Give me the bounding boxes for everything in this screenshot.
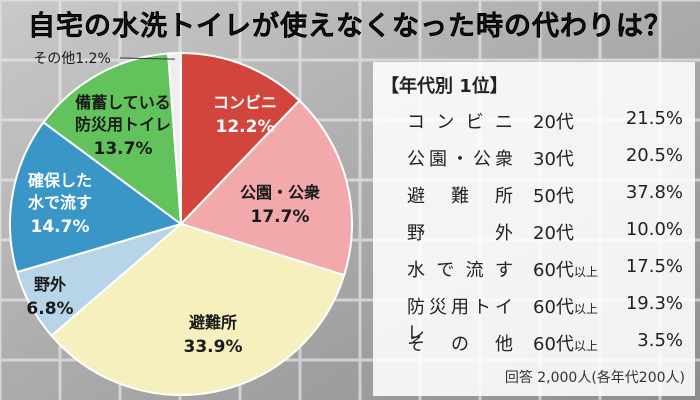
ranking-row: 防災用トイレ 60代以上 19.3% [373,293,695,344]
ranking-age-suffix: 以上 [573,339,598,353]
ranking-place: 野外 [407,223,513,244]
slice-label-6: その他1.2% [33,51,111,67]
ranking-row: 避難所 50代 37.8% [373,182,695,212]
ranking-pct: 19.3% [625,293,683,314]
pie-slice-2 [50,222,346,396]
ranking-pct: 20.5% [625,145,683,166]
leader-line-other [119,57,175,60]
slice-label-4: 確保した水で流す 14.7% [28,171,92,237]
ranking-place: 防災用トイレ [407,297,513,344]
ranking-pct: 10.0% [625,219,683,240]
ranking-place: コンビニ [407,112,513,133]
ranking-age-suffix: 以上 [573,302,598,316]
slice-label-5: 備蓄している防災用トイレ 13.7% [75,93,171,159]
pie-slice-4 [9,120,184,274]
ranking-title: 【年代別 1位】 [381,76,508,97]
ranking-place: その他 [407,334,513,355]
ranking-age: 20代 [533,112,574,133]
ranking-age: 60代以上 [533,260,598,281]
ranking-row: 野外 20代 10.0% [373,219,695,249]
ranking-age: 60代以上 [533,334,598,355]
slice-label-3: 野外 6.8% [26,275,73,319]
ranking-pct: 21.5% [625,108,683,129]
ranking-age: 60代以上 [533,297,598,318]
ranking-row: その他 60代以上 3.5% [373,330,695,360]
pie-slice-0 [180,51,301,227]
pie-chart: コンビニ 12.2% 公園・公衆 17.7% 避難所 33.9% 野外 6.8% 確保した水で流… [9,51,353,396]
ranking-pct: 37.8% [625,182,683,203]
ranking-place: 公園・公衆 [407,149,513,170]
ranking-row: コンビニ 20代 21.5% [373,108,695,138]
pie-slice-1 [179,99,353,277]
ranking-age-suffix: 以上 [573,265,598,279]
page-title: 自宅の水洗トイレが使えなくなった時の代わりは？ [28,11,672,42]
pie-slice-5 [42,52,183,227]
pie-slice-6 [167,51,182,225]
slice-label-0: コンビニ 12.2% [213,93,277,137]
ranking-pct: 17.5% [625,256,683,277]
ranking-row: 公園・公衆 30代 20.5% [373,145,695,175]
ranking-pct: 3.5% [637,330,683,351]
slice-label-2: 避難所 33.9% [184,313,243,357]
ranking-age: 30代 [533,149,574,170]
ranking-panel: 【年代別 1位】 コンビニ 20代 21.5% 公園・公衆 30代 20.5% 避難所 50代… [373,62,695,396]
ranking-age: 50代 [533,186,574,207]
ranking-place: 避難所 [407,186,513,207]
respondents-footnote: 回答 2,000人(各年代200人) [504,370,685,386]
ranking-place: 水で流す [407,260,513,281]
slice-label-1: 公園・公衆 17.7% [240,183,320,227]
ranking-age: 20代 [533,223,574,244]
ranking-row: 水で流す 60代以上 17.5% [373,256,695,286]
